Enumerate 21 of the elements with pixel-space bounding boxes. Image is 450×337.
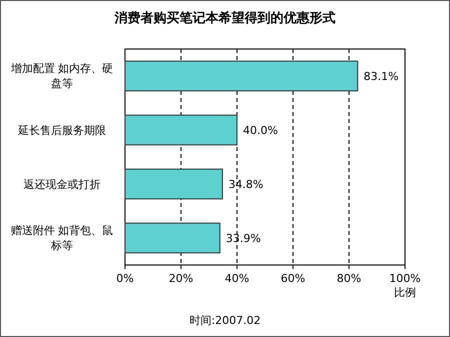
bar	[124, 222, 220, 254]
x-tick-label: 100%	[389, 272, 421, 285]
text: 时间:2007.02	[188, 313, 262, 328]
bar	[124, 168, 223, 200]
bar	[124, 60, 358, 92]
x-tick-label: 20%	[168, 272, 194, 285]
x-tick-label: 0%	[116, 272, 134, 285]
data-label: 34.8%	[228, 178, 264, 191]
x-tick-label: 60%	[280, 272, 306, 285]
bar	[124, 114, 238, 146]
x-tick-label: 40%	[224, 272, 250, 285]
data-label: 33.9%	[226, 232, 261, 245]
data-label: 83.1%	[364, 70, 399, 83]
y-tick-label: 赠送附件 如背包、鼠标等	[10, 223, 114, 253]
x-tick-label: 80%	[336, 272, 362, 285]
x-axis-title: 比例	[394, 286, 416, 299]
data-label: 40.0%	[243, 124, 278, 137]
y-tick-label: 延长售后服务期限	[17, 122, 107, 138]
chart-title: 消费者购买笔记本希望得到的优惠形式	[114, 10, 336, 27]
y-tick-label: 增加配置 如内存、硬盘等	[10, 61, 114, 91]
y-tick-label: 返还现金或打折	[22, 176, 102, 192]
